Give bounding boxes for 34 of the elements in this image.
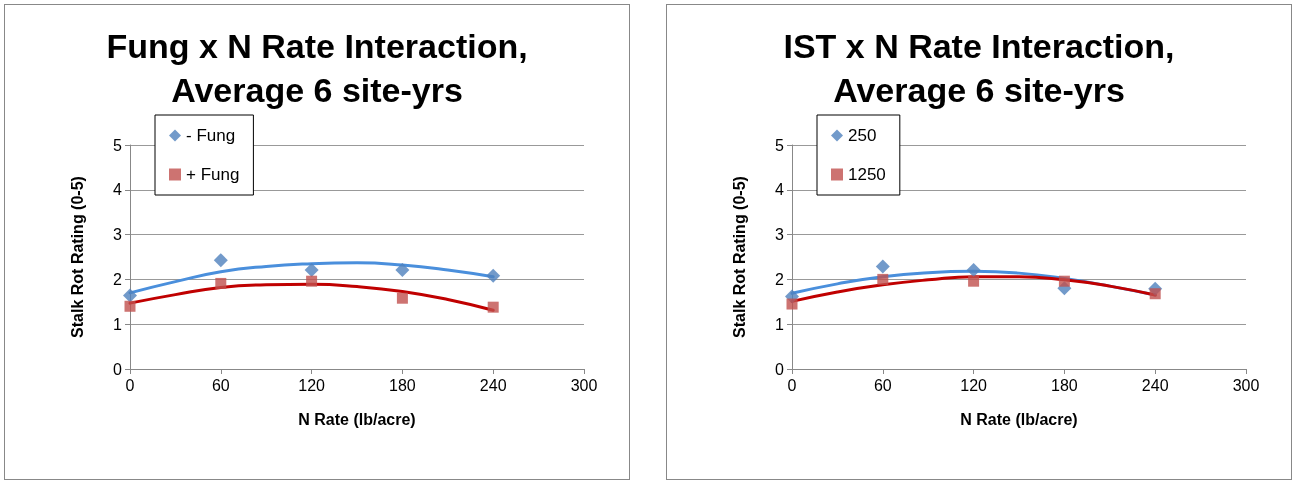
y-tick-label: 0: [775, 360, 785, 378]
y-tick-label: 3: [113, 226, 123, 244]
y-tick-label: 3: [775, 226, 785, 244]
x-tick-label: 60: [211, 376, 230, 394]
y-tick-label: 2: [775, 270, 785, 288]
x-tick-label: 240: [479, 376, 507, 394]
legend-label: + Fung: [186, 165, 240, 184]
y-tick-label: 1: [113, 315, 123, 333]
x-tick-label: 120: [298, 376, 326, 394]
x-tick-label: 300: [1232, 376, 1260, 394]
y-tick-label: 1: [775, 315, 785, 333]
x-tick-label: 180: [389, 376, 416, 394]
x-tick-label: 0: [787, 376, 797, 394]
x-tick-label: 180: [1051, 376, 1078, 394]
x-tick-label: 120: [960, 376, 988, 394]
x-tick-label: 240: [1141, 376, 1169, 394]
y-tick-label: 4: [113, 181, 123, 199]
y-tick-label: 2: [113, 270, 123, 288]
legend-label: 250: [848, 126, 877, 145]
y-tick-label: 5: [775, 136, 785, 154]
legend-label: 1250: [848, 165, 886, 184]
y-axis-title: Stalk Rot Rating (0-5): [68, 176, 86, 338]
chart-title: Fung x N Rate Interaction, Average 6 site-yrs: [106, 27, 528, 109]
y-axis-title: Stalk Rot Rating (0-5): [730, 176, 748, 338]
x-tick-label: 60: [873, 376, 892, 394]
legend-label: - Fung: [186, 126, 236, 145]
chart-title: IST x N Rate Interaction, Average 6 site-yrs: [783, 27, 1175, 109]
x-tick-label: 300: [570, 376, 598, 394]
y-tick-label: 4: [775, 181, 785, 199]
x-tick-label: 0: [125, 376, 135, 394]
y-tick-label: 0: [113, 360, 123, 378]
x-axis-title: N Rate (lb/acre): [960, 410, 1078, 428]
y-tick-label: 5: [113, 136, 123, 154]
x-axis-title: N Rate (lb/acre): [298, 410, 416, 428]
